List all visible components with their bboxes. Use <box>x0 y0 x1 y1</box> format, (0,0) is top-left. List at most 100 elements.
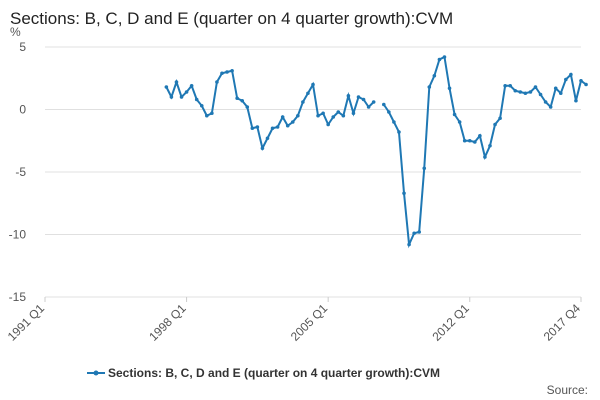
data-point <box>321 111 325 116</box>
data-point <box>543 100 548 104</box>
data-point <box>498 116 502 121</box>
data-point <box>574 98 578 103</box>
data-point <box>230 68 234 73</box>
data-point <box>417 230 421 234</box>
data-point <box>503 83 507 88</box>
data-point <box>275 125 280 129</box>
data-point <box>346 93 351 98</box>
data-point <box>442 55 447 59</box>
data-point <box>584 82 588 87</box>
data-point <box>194 97 199 102</box>
data-point <box>169 95 174 99</box>
data-point <box>371 100 376 104</box>
data-point <box>478 133 482 138</box>
x-tick-label: 2017 Q4 <box>541 301 584 344</box>
data-point <box>412 231 416 236</box>
legend-label: Sections: B, C, D and E (quarter on 4 qu… <box>108 366 440 380</box>
chart-title: Sections: B, C, D and E (quarter on 4 qu… <box>10 9 453 28</box>
data-point <box>260 146 265 151</box>
data-point <box>518 90 523 94</box>
data-point <box>280 115 285 119</box>
data-point <box>351 111 356 116</box>
data-point <box>392 120 396 124</box>
data-point <box>553 86 558 91</box>
data-point <box>538 92 543 97</box>
data-point <box>508 83 513 88</box>
data-point <box>523 91 528 96</box>
data-point <box>215 80 219 84</box>
legend-swatch-marker <box>93 370 99 376</box>
data-point <box>381 102 386 107</box>
data-point <box>220 71 224 76</box>
x-tick-label: 1991 Q1 <box>5 301 48 344</box>
data-point <box>164 85 169 89</box>
data-point <box>402 191 406 196</box>
data-point <box>326 122 330 127</box>
data-point <box>341 113 346 118</box>
data-point <box>432 73 437 78</box>
data-point <box>184 90 189 94</box>
data-point <box>427 85 432 89</box>
data-point <box>452 112 457 117</box>
data-line <box>165 55 587 249</box>
y-tick-label: 5 <box>19 40 26 54</box>
data-point <box>528 90 533 94</box>
data-point <box>437 57 442 62</box>
data-point <box>513 88 518 93</box>
data-point <box>462 138 467 143</box>
data-point <box>387 110 391 114</box>
data-point <box>533 85 538 89</box>
data-point <box>569 72 573 77</box>
y-unit: % <box>10 25 21 39</box>
y-tick-label: 0 <box>19 103 26 117</box>
data-point <box>397 130 401 134</box>
data-point <box>245 105 250 109</box>
data-point <box>558 91 563 96</box>
data-point <box>240 98 245 103</box>
data-point <box>285 123 290 128</box>
x-tick-label: 1998 Q1 <box>146 301 189 344</box>
data-point <box>174 80 179 84</box>
data-point <box>235 96 239 101</box>
data-point <box>316 113 320 118</box>
data-point <box>311 82 315 87</box>
data-point <box>265 136 270 141</box>
y-tick-label: -10 <box>9 228 27 242</box>
data-point <box>361 97 366 102</box>
data-point <box>366 105 371 109</box>
data-point <box>306 91 310 96</box>
data-point <box>250 126 255 131</box>
data-point <box>179 95 184 99</box>
data-point <box>493 122 497 127</box>
data-point <box>255 125 260 129</box>
data-point <box>483 155 487 159</box>
data-point <box>548 105 553 109</box>
x-tick-label: 2012 Q1 <box>429 301 472 344</box>
data-point <box>457 120 462 124</box>
data-point <box>579 78 583 83</box>
data-point <box>189 83 194 88</box>
data-point <box>290 120 295 124</box>
data-point <box>331 115 336 119</box>
data-point <box>467 138 472 143</box>
data-point <box>407 242 411 247</box>
data-point <box>422 166 427 171</box>
data-point <box>270 126 275 131</box>
data-point <box>210 111 214 116</box>
data-point <box>205 113 209 118</box>
data-point <box>296 113 300 118</box>
x-tick-label: 2005 Q1 <box>288 301 331 344</box>
data-point <box>447 86 452 91</box>
data-point <box>199 103 204 108</box>
data-point <box>225 70 229 74</box>
data-point <box>336 110 341 114</box>
data-point <box>564 77 568 82</box>
data-point <box>356 95 361 99</box>
data-point <box>488 143 492 148</box>
y-tick-label: -5 <box>15 165 26 179</box>
data-point <box>301 100 305 104</box>
source: Source: <box>547 383 588 397</box>
y-tick-label: -15 <box>9 290 27 304</box>
data-point <box>473 140 477 144</box>
